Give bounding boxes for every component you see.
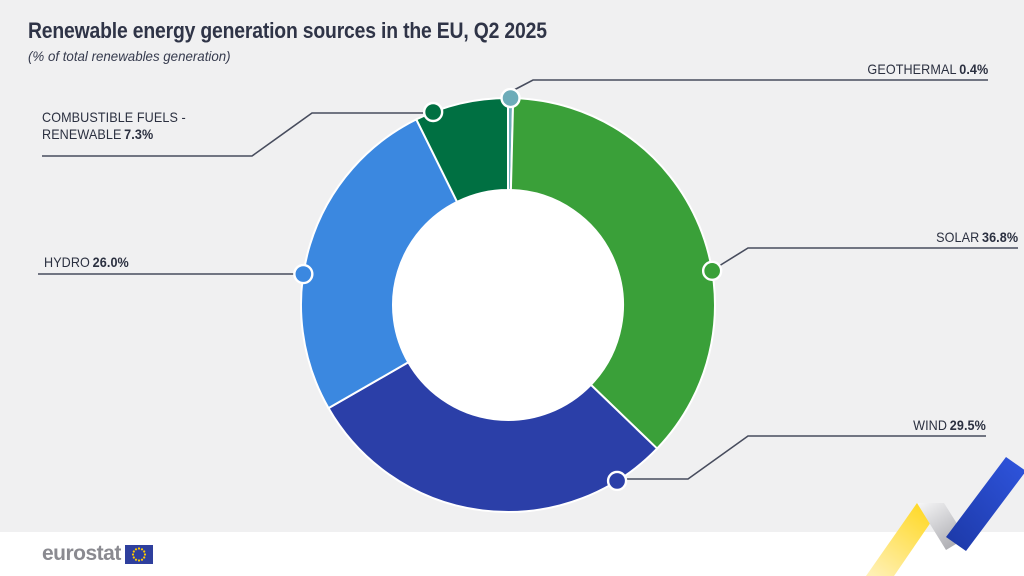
callout-wind: WIND 29.5% xyxy=(913,417,986,434)
eu-flag-star xyxy=(132,555,135,559)
callout-marker-geothermal xyxy=(500,87,521,109)
callout-geothermal: GEOTHERMAL 0.4% xyxy=(867,61,988,78)
eu-flag-star xyxy=(140,558,143,561)
callout-combustible-line1: COMBUSTIBLE FUELS - xyxy=(42,109,186,125)
eu-flag-star xyxy=(140,547,143,550)
callout-solar: SOLAR 36.8% xyxy=(936,229,1018,246)
callout-marker-combustible-fuels-renewable xyxy=(422,101,444,123)
leader-solar xyxy=(718,247,1018,267)
callout-geothermal-pct: 0.4% xyxy=(958,61,988,77)
eu-flag-star xyxy=(137,546,140,550)
slice-geothermal xyxy=(507,96,515,192)
page-title: Renewable energy generation sources in t… xyxy=(28,18,547,43)
eu-flag-star xyxy=(134,558,137,561)
footer-strip xyxy=(0,532,1024,576)
eu-flag-star xyxy=(134,547,137,550)
callout-marker-solar xyxy=(701,260,723,282)
donut-hole xyxy=(392,189,624,421)
eu-flag-star xyxy=(143,552,146,556)
callout-combustible-name2: RENEWABLE xyxy=(42,126,122,142)
leader-wind xyxy=(625,435,986,480)
callout-solar-name: SOLAR xyxy=(935,229,980,245)
eu-flag-star xyxy=(132,549,135,553)
callout-wind-pct: 29.5% xyxy=(949,417,986,433)
callout-combustible: COMBUSTIBLE FUELS - RENEWABLE 7.3% xyxy=(42,109,186,143)
callout-marker-wind xyxy=(606,470,628,492)
slice-combustible-fuels-renewable xyxy=(415,96,509,204)
slice-wind xyxy=(327,360,659,513)
eurostat-logo: eurostat xyxy=(42,542,153,565)
callout-combustible-line2: RENEWABLE 7.3% xyxy=(42,126,186,143)
callout-solar-pct: 36.8% xyxy=(981,229,1018,245)
leader-geothermal xyxy=(513,79,988,91)
eu-flag-star xyxy=(137,558,140,562)
callout-wind-name: WIND xyxy=(913,417,948,433)
slice-solar xyxy=(509,97,716,451)
callout-combustible-pct: 7.3% xyxy=(124,126,154,142)
eurostat-logo-text: eurostat xyxy=(42,542,121,565)
callout-marker-hydro xyxy=(293,263,314,285)
callout-geothermal-name: GEOTHERMAL xyxy=(867,61,957,77)
callout-hydro-pct: 26.0% xyxy=(92,254,129,270)
eu-flag-star xyxy=(142,555,146,559)
callout-hydro: HYDRO 26.0% xyxy=(44,254,129,271)
slice-hydro xyxy=(300,118,459,410)
page-subtitle: (% of total renewables generation) xyxy=(28,48,231,64)
callout-hydro-name: HYDRO xyxy=(44,254,90,270)
eu-flag-star xyxy=(142,549,146,553)
title-block: Renewable energy generation sources in t… xyxy=(28,18,618,64)
eu-flag-icon xyxy=(124,544,153,564)
eu-flag-star xyxy=(131,552,134,556)
